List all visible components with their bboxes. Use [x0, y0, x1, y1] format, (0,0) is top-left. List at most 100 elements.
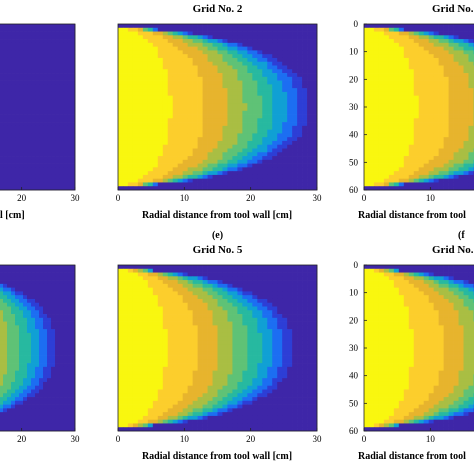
heatmap-cell: [227, 110, 233, 115]
heatmap-cell: [373, 39, 380, 44]
heatmap-cell: [232, 42, 238, 47]
heatmap-cell: [137, 182, 144, 187]
heatmap-cell: [383, 65, 390, 70]
heatmap-cell: [232, 76, 238, 81]
heatmap-cell: [147, 114, 154, 119]
heatmap-cell: [408, 46, 415, 51]
heatmap-cell: [312, 178, 318, 183]
heatmap-cell: [277, 152, 283, 157]
heatmap-cell: [152, 50, 159, 55]
heatmap-cell: [35, 110, 40, 115]
heatmap-cell: [373, 125, 380, 130]
heatmap-cell: [302, 171, 308, 176]
heatmap-cell: [458, 99, 464, 104]
heatmap-cell: [142, 171, 149, 176]
heatmap-cell: [23, 114, 28, 119]
heatmap-cell: [247, 107, 253, 112]
heatmap-cell: [423, 50, 430, 55]
heatmap-cell: [408, 42, 415, 47]
heatmap-cell: [118, 31, 124, 36]
heatmap-cell: [292, 107, 298, 112]
heatmap-cell: [302, 110, 308, 115]
heatmap-cell: [453, 65, 459, 70]
heatmap-cell: [438, 125, 444, 130]
heatmap-cell: [217, 148, 223, 153]
heatmap-cell: [307, 137, 313, 142]
heatmap-cell: [458, 95, 464, 100]
heatmap-cell: [207, 27, 213, 32]
heatmap-cell: [147, 174, 154, 180]
heatmap-cell: [152, 57, 159, 63]
heatmap-cell: [257, 42, 263, 47]
heatmap-cell: [7, 167, 12, 172]
heatmap-cell: [192, 129, 198, 134]
heatmap-cell: [71, 137, 76, 142]
heatmap-cell: [71, 76, 76, 81]
heatmap-cell: [237, 50, 243, 55]
heatmap-cell: [55, 99, 60, 104]
heatmap-cell: [177, 148, 184, 153]
heatmap-cell: [383, 95, 390, 100]
heatmap-cell: [3, 129, 8, 134]
heatmap-cell: [157, 122, 164, 127]
heatmap-cell: [15, 171, 20, 176]
heatmap-cell: [142, 167, 149, 172]
heatmap-cell: [35, 186, 40, 191]
heatmap-cell: [433, 80, 439, 85]
heatmap-cell: [302, 174, 308, 180]
heatmap-cell: [252, 182, 258, 187]
heatmap-cell: [0, 137, 4, 142]
heatmap-cell: [232, 61, 238, 66]
heatmap-cell: [418, 107, 425, 112]
heatmap-cell: [222, 27, 228, 32]
heatmap-cell: [408, 80, 415, 85]
heatmap-cell: [127, 91, 134, 97]
heatmap-cell: [162, 35, 169, 40]
heatmap-cell: [23, 99, 28, 104]
heatmap-cell: [202, 35, 208, 40]
heatmap-cell: [403, 42, 410, 47]
heatmap-cell: [443, 152, 449, 157]
heatmap-cell: [192, 118, 198, 123]
heatmap-cell: [147, 99, 154, 104]
heatmap-cell: [67, 57, 72, 63]
heatmap-cell: [51, 152, 56, 157]
heatmap-cell: [7, 42, 12, 47]
heatmap-cell: [247, 42, 253, 47]
heatmap-cell: [453, 122, 459, 127]
heatmap-cell: [157, 186, 164, 191]
heatmap-cell: [147, 84, 154, 89]
heatmap-cell: [55, 39, 60, 44]
heatmap-cell: [237, 80, 243, 85]
heatmap-cell: [312, 46, 318, 51]
heatmap-cell: [277, 148, 283, 153]
heatmap-cell: [297, 84, 303, 89]
heatmap-cell: [187, 84, 193, 89]
heatmap-cell: [192, 35, 198, 40]
heatmap-cell: [252, 159, 258, 164]
heatmap-cell: [47, 46, 52, 51]
heatmap-cell: [463, 91, 469, 97]
heatmap-cell: [287, 178, 293, 183]
heatmap-cell: [277, 27, 283, 32]
heatmap-cell: [127, 137, 134, 142]
heatmap-cell: [157, 171, 164, 176]
heatmap-cell: [43, 84, 48, 89]
heatmap-cell: [272, 167, 278, 172]
heatmap-cell: [152, 24, 159, 29]
heatmap-cell: [122, 171, 129, 176]
heatmap-cell: [433, 148, 439, 153]
heatmap-cell: [297, 88, 303, 93]
heatmap-cell: [35, 122, 40, 127]
heatmap-cell: [67, 84, 72, 89]
heatmap-cell: [132, 46, 139, 51]
heatmap-cell: [132, 65, 139, 70]
heatmap-cell: [393, 125, 400, 130]
heatmap-cell: [237, 159, 243, 164]
heatmap-cell: [277, 39, 283, 44]
heatmap-cell: [172, 140, 179, 146]
heatmap-cell: [43, 31, 48, 36]
heatmap-cell: [172, 103, 179, 108]
heatmap-cell: [463, 140, 469, 146]
